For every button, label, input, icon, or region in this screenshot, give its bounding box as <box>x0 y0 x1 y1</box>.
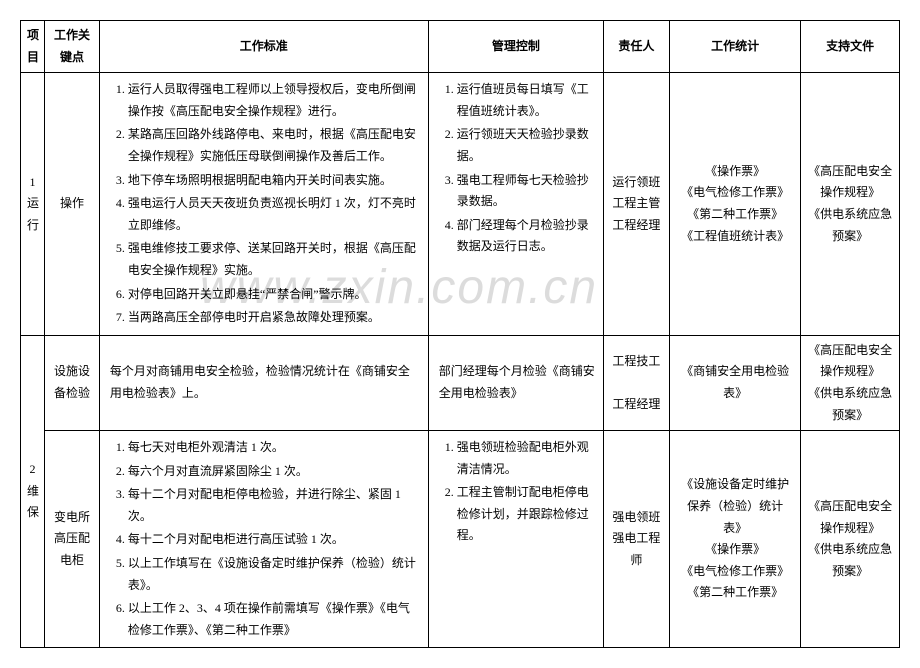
cell-control: 运行值班员每日填写《工程值班统计表》。 运行领班天天检验抄录数据。 强电工程师每… <box>428 73 603 336</box>
std-item: 强电运行人员天天夜班负责巡视长明灯 1 次，灯不亮时立即维修。 <box>128 193 422 236</box>
cell-stat: 《设施设备定时维护保养（检验）统计表》 《操作票》 《电气检修工作票》 《第二种… <box>669 431 801 648</box>
cell-standard: 每个月对商铺用电安全检验，检验情况统计在《商铺安全用电检验表》上。 <box>99 335 428 430</box>
table-row: 变电所高压配电柜 每七天对电柜外观清洁 1 次。 每六个月对直流屏紧固除尘 1 … <box>21 431 900 648</box>
table-row: 1 运行 操作 运行人员取得强电工程师以上领导授权后，变电所倒闸操作按《高压配电… <box>21 73 900 336</box>
proj-name: 维保 <box>27 484 39 520</box>
std-item: 对停电回路开关立即悬挂“严禁合闸”警示牌。 <box>128 284 422 306</box>
cell-standard: 每七天对电柜外观清洁 1 次。 每六个月对直流屏紧固除尘 1 次。 每十二个月对… <box>99 431 428 648</box>
cell-stat: 《操作票》 《电气检修工作票》 《第二种工作票》 《工程值班统计表》 <box>669 73 801 336</box>
table-row: 2 维保 设施设备检验 每个月对商铺用电安全检验，检验情况统计在《商铺安全用电检… <box>21 335 900 430</box>
ctrl-item: 强电领班检验配电柜外观清洁情况。 <box>457 437 597 480</box>
ctrl-item: 强电工程师每七天检验抄录数据。 <box>457 170 597 213</box>
ctrl-item: 部门经理每个月检验抄录数据及运行日志。 <box>457 215 597 258</box>
th-control: 管理控制 <box>428 21 603 73</box>
work-standard-table: 项目 工作关键点 工作标准 管理控制 责任人 工作统计 支持文件 1 运行 操作… <box>20 20 900 648</box>
std-item: 强电维修技工要求停、送某回路开关时，根据《高压配电安全操作规程》实施。 <box>128 238 422 281</box>
th-keypoint: 工作关键点 <box>45 21 100 73</box>
std-item: 每十二个月对配电柜停电检验，并进行除尘、紧固 1 次。 <box>128 484 422 527</box>
th-statistics: 工作统计 <box>669 21 801 73</box>
th-documents: 支持文件 <box>801 21 900 73</box>
proj-num: 1 <box>30 175 36 189</box>
cell-docs: 《高压配电安全操作规程》 《供电系统应急预案》 <box>801 335 900 430</box>
ctrl-item: 运行领班天天检验抄录数据。 <box>457 124 597 167</box>
std-item: 当两路高压全部停电时开启紧急故障处理预案。 <box>128 307 422 329</box>
ctrl-item: 运行值班员每日填写《工程值班统计表》。 <box>457 79 597 122</box>
cell-docs: 《高压配电安全操作规程》 《供电系统应急预案》 <box>801 73 900 336</box>
th-project: 项目 <box>21 21 45 73</box>
cell-keypoint: 操作 <box>45 73 100 336</box>
std-item: 地下停车场照明根据明配电箱内开关时间表实施。 <box>128 170 422 192</box>
std-item: 以上工作填写在《设施设备定时维护保养（检验）统计表》。 <box>128 553 422 596</box>
cell-keypoint: 变电所高压配电柜 <box>45 431 100 648</box>
cell-proj-2: 2 维保 <box>21 335 45 648</box>
th-standard: 工作标准 <box>99 21 428 73</box>
cell-keypoint: 设施设备检验 <box>45 335 100 430</box>
cell-control: 部门经理每个月检验《商铺安全用电检验表》 <box>428 335 603 430</box>
cell-responsible: 工程技工 工程经理 <box>604 335 670 430</box>
std-item: 每十二个月对配电柜进行高压试验 1 次。 <box>128 529 422 551</box>
cell-responsible: 运行领班 工程主管 工程经理 <box>604 73 670 336</box>
cell-stat: 《商铺安全用电检验表》 <box>669 335 801 430</box>
cell-control: 强电领班检验配电柜外观清洁情况。 工程主管制订配电柜停电检修计划，并跟踪检修过程… <box>428 431 603 648</box>
proj-num: 2 <box>30 462 36 476</box>
proj-name: 运行 <box>27 196 39 232</box>
cell-docs: 《高压配电安全操作规程》 《供电系统应急预案》 <box>801 431 900 648</box>
cell-standard: 运行人员取得强电工程师以上领导授权后，变电所倒闸操作按《高压配电安全操作规程》进… <box>99 73 428 336</box>
std-item: 每六个月对直流屏紧固除尘 1 次。 <box>128 461 422 483</box>
std-item: 某路高压回路外线路停电、来电时，根据《高压配电安全操作规程》实施低压母联倒闸操作… <box>128 124 422 167</box>
std-item: 以上工作 2、3、4 项在操作前需填写《操作票》《电气检修工作票》、《第二种工作… <box>128 598 422 641</box>
table-header-row: 项目 工作关键点 工作标准 管理控制 责任人 工作统计 支持文件 <box>21 21 900 73</box>
std-item: 每七天对电柜外观清洁 1 次。 <box>128 437 422 459</box>
th-responsible: 责任人 <box>604 21 670 73</box>
ctrl-item: 工程主管制订配电柜停电检修计划，并跟踪检修过程。 <box>457 482 597 547</box>
std-item: 运行人员取得强电工程师以上领导授权后，变电所倒闸操作按《高压配电安全操作规程》进… <box>128 79 422 122</box>
cell-proj-1: 1 运行 <box>21 73 45 336</box>
cell-responsible: 强电领班 强电工程师 <box>604 431 670 648</box>
